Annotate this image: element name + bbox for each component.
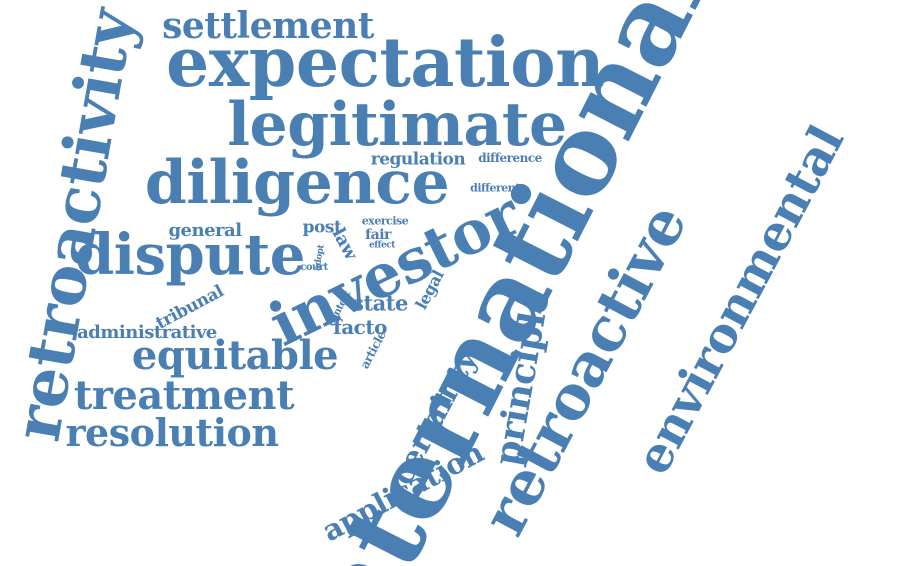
word-diligence: diligence	[144, 148, 450, 218]
word-legitimate: legitimate	[227, 90, 567, 160]
word-effect: effect	[369, 240, 395, 251]
word-post: post	[302, 217, 342, 238]
word-facto: facto	[333, 315, 387, 339]
word-difference: difference	[478, 151, 542, 165]
word-court: court	[300, 262, 328, 273]
word-environmental: environmental	[624, 116, 856, 484]
word-resolution: resolution	[65, 410, 279, 455]
word-expectation: expectation	[165, 23, 605, 103]
word-regulation: regulation	[370, 149, 466, 170]
word-general: general	[168, 220, 242, 241]
word-exercise: exercise	[361, 214, 409, 228]
word-equitable: equitable	[131, 332, 339, 379]
word-treatment: treatment	[73, 372, 295, 419]
word-law: law	[327, 224, 362, 264]
word-settlement: settlement	[162, 5, 374, 47]
word-administrative: administrative	[77, 322, 217, 343]
word-dispute: dispute	[75, 222, 305, 288]
word-fair: fair	[365, 227, 391, 243]
word-different: different	[470, 181, 520, 195]
word-state: state	[352, 290, 408, 316]
